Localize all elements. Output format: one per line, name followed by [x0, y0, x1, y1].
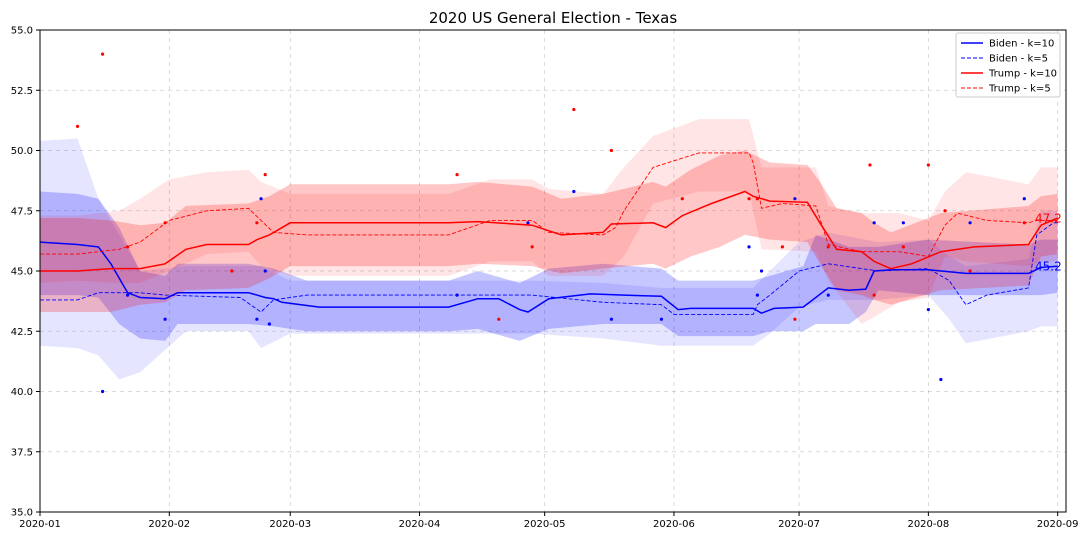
- x-tick-label: 2020-07: [778, 519, 820, 530]
- trump-poll-point: [968, 269, 972, 273]
- x-axis: 2020-01 2020-02 2020-03 2020-04 2020-05 2020-…: [19, 512, 1079, 530]
- end-label-45-2: 45.2: [1035, 260, 1062, 274]
- trump-poll-point: [230, 269, 234, 273]
- confidence-band-trump-3: [40, 119, 1058, 325]
- confidence-bands: [40, 119, 1058, 380]
- trump-poll-point: [868, 163, 872, 167]
- biden-poll-point: [926, 307, 930, 312]
- trump-poll-point: [255, 221, 259, 225]
- biden-poll-point: [572, 189, 576, 194]
- trump-poll-point: [263, 173, 267, 177]
- biden-poll-point: [526, 221, 530, 225]
- x-tick-label: 2020-01: [19, 519, 61, 530]
- biden-poll-point: [255, 317, 259, 321]
- biden-poll-point: [793, 197, 797, 201]
- biden-poll-point: [609, 317, 613, 321]
- y-tick-label: 47.5: [11, 206, 33, 217]
- biden-poll-point: [901, 221, 905, 225]
- y-tick-label: 42.5: [11, 327, 33, 338]
- y-tick-label: 50.0: [11, 146, 33, 157]
- biden-poll-point: [755, 293, 759, 297]
- chart-title: 2020 US General Election - Texas: [429, 9, 678, 27]
- confidence-band-biden-1: [40, 138, 1058, 380]
- trump-poll-point: [100, 52, 105, 56]
- trump-poll-point: [609, 148, 613, 153]
- trump-poll-point: [747, 197, 751, 201]
- biden-poll-point: [267, 322, 271, 326]
- legend-box: [955, 32, 1061, 98]
- trump-poll-point: [75, 124, 80, 128]
- end-label-47-2: 47.2: [1035, 211, 1062, 225]
- series-line-biden-k-10: [39, 241, 1058, 315]
- trump-poll-point: [780, 245, 784, 249]
- y-tick-label: 52.5: [11, 86, 33, 97]
- trump-poll-point: [901, 245, 905, 249]
- legend-entry-label: Biden - k=5: [989, 54, 1048, 65]
- y-tick-label: 40.0: [11, 387, 33, 398]
- biden-poll-point: [759, 269, 764, 273]
- trump-poll-point: [793, 317, 797, 321]
- trump-poll-point: [680, 197, 684, 201]
- trump-poll-point: [530, 245, 534, 249]
- series-line-trump-k-10: [40, 190, 1058, 272]
- end-value-labels: 47.2 45.2: [1035, 211, 1062, 273]
- trump-poll-point: [943, 209, 947, 213]
- trump-poll-point: [455, 173, 459, 177]
- x-tick-label: 2020-08: [907, 519, 949, 530]
- y-tick-label: 37.5: [11, 447, 33, 458]
- y-axis: 35.0 37.5 40.0 42.5 45.0 47.5 50.0 52.5 55.0: [11, 26, 40, 519]
- series-line-biden-k-5: [40, 222, 1058, 315]
- biden-poll-point: [259, 197, 263, 201]
- series-line-trump-k-5: [40, 152, 1058, 257]
- legend: Biden - k=10 Biden - k=5 Trump - k=10 Trump…: [955, 32, 1061, 98]
- y-tick-label: 55.0: [11, 26, 33, 37]
- x-tick-label: 2020-05: [524, 519, 566, 530]
- trump-poll-point: [872, 293, 876, 297]
- biden-poll-point: [747, 245, 751, 249]
- biden-poll-point: [163, 317, 167, 321]
- x-tick-label: 2020-04: [399, 519, 441, 530]
- trump-poll-point: [125, 245, 130, 249]
- series-lines: [39, 152, 1058, 315]
- legend-entry-label: Trump - k=10: [988, 69, 1057, 80]
- x-tick-label: 2020-02: [148, 519, 190, 530]
- poll-points: [75, 52, 1026, 394]
- y-tick-label: 35.0: [11, 508, 33, 519]
- biden-poll-point: [100, 389, 105, 394]
- biden-poll-point: [1022, 197, 1026, 201]
- legend-entry-label: Trump - k=5: [988, 84, 1051, 95]
- biden-poll-point: [872, 221, 876, 225]
- legend-entry-label: Biden - k=10: [989, 39, 1054, 50]
- biden-poll-point: [659, 317, 664, 321]
- biden-poll-point: [826, 293, 830, 297]
- biden-poll-point: [968, 221, 972, 225]
- x-tick-label: 2020-09: [1037, 519, 1079, 530]
- trump-poll-point: [926, 163, 930, 167]
- trump-poll-point: [497, 317, 501, 321]
- biden-poll-point: [125, 293, 130, 297]
- x-tick-label: 2020-06: [653, 519, 695, 530]
- trump-poll-point: [826, 245, 830, 249]
- biden-poll-point: [939, 377, 943, 382]
- y-tick-label: 45.0: [11, 267, 33, 278]
- trump-poll-point: [572, 107, 576, 112]
- x-tick-label: 2020-03: [269, 519, 311, 530]
- biden-poll-point: [263, 269, 267, 273]
